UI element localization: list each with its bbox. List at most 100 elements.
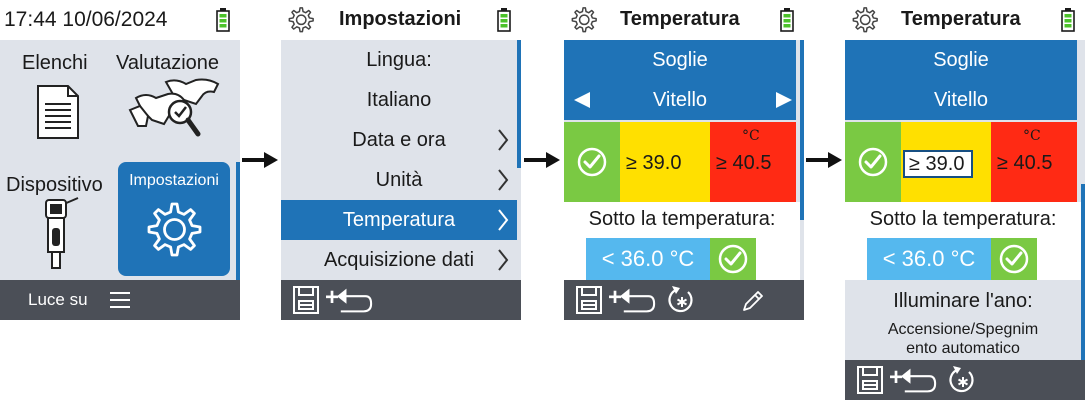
fever-threshold-value: ≥ 40.5 (997, 152, 1053, 174)
save-icon[interactable] (293, 286, 319, 314)
plus-sign: + (889, 364, 904, 391)
scrollbar[interactable] (800, 40, 804, 220)
low-temp-value[interactable]: < 36.0 °C (586, 238, 710, 280)
plus-sign: + (325, 284, 340, 311)
threshold-band: ≥ 39.0 °C ≥ 40.5 (564, 122, 796, 202)
check-icon (858, 147, 888, 177)
menu-label: Lingua: (366, 49, 432, 71)
low-temp-check (710, 238, 756, 280)
warning-threshold-edit[interactable]: ≥ 39.0 (903, 150, 973, 178)
menu-item-unita[interactable]: Unità (281, 160, 517, 200)
footer-bar: + (564, 280, 804, 320)
arrow-left-icon[interactable] (574, 92, 590, 108)
temperature-panel: Soglie Vitello ≥ 39.0 °C ≥ 40.5 Sotto la… (564, 40, 804, 280)
scrollbar[interactable] (236, 162, 240, 280)
normal-zone (564, 122, 620, 202)
menu-label: Italiano (366, 89, 432, 111)
chevron-right-icon (498, 249, 508, 271)
low-temp-value[interactable]: < 36.0 °C (867, 238, 991, 280)
animal-selector[interactable]: Vitello (845, 80, 1077, 120)
battery-icon (1061, 8, 1075, 32)
footer-bar: Luce su (0, 280, 240, 320)
menu-label: Temperatura (342, 209, 456, 231)
chevron-right-icon (498, 129, 508, 151)
low-temp-label: Sotto la temperatura: (588, 208, 776, 230)
datetime: 17:44 10/06/2024 (4, 8, 168, 31)
menu-item-temperatura[interactable]: Temperatura (281, 200, 517, 240)
thresholds-header: Soglie (564, 40, 796, 80)
arrow-right-icon[interactable] (776, 92, 792, 108)
check-icon (718, 244, 748, 274)
check-icon (999, 244, 1029, 274)
cow-search-icon (128, 78, 220, 137)
chevron-right-icon (498, 169, 508, 191)
tile-impostazioni-label: Impostazioni (129, 172, 219, 189)
back-icon[interactable] (620, 286, 656, 314)
illumination-label: Illuminare l'ano: (893, 290, 1033, 312)
menu-label: Acquisizione dati (323, 249, 475, 271)
menu-item-italiano[interactable]: Italiano (281, 80, 517, 120)
menu-item-acquisizione[interactable]: Acquisizione dati (281, 240, 517, 280)
tile-impostazioni[interactable]: Impostazioni (118, 162, 230, 276)
flow-arrow-icon (806, 152, 842, 168)
unit-label: °C (1023, 128, 1041, 144)
back-icon[interactable] (337, 286, 373, 314)
gear-icon (852, 7, 878, 33)
scrollbar[interactable] (517, 40, 521, 168)
settings-menu: Lingua: Italiano Data e ora Unità Temper… (281, 40, 521, 280)
warning-zone[interactable]: ≥ 39.0 (901, 122, 991, 202)
save-icon[interactable] (857, 366, 883, 394)
home-grid: Elenchi Valutazione (0, 40, 240, 280)
unit-label: °C (742, 128, 760, 144)
page-title: Impostazioni (339, 8, 462, 30)
status-bar: 17:44 10/06/2024 (0, 0, 240, 40)
back-icon[interactable] (901, 366, 937, 394)
temperature-panel: Soglie Vitello ≥ 39.0 °C ≥ 40.5 Sotto la… (845, 40, 1085, 360)
device-icon (45, 197, 79, 269)
thresholds-header: Soglie (845, 40, 1077, 80)
scrollbar[interactable] (1081, 184, 1085, 360)
save-icon[interactable] (576, 286, 602, 314)
tile-elenchi-label: Elenchi (22, 52, 88, 74)
battery-icon (216, 8, 230, 32)
low-temp-check (991, 238, 1037, 280)
warning-zone[interactable]: ≥ 39.0 (620, 122, 710, 202)
settings-gear-icon (147, 202, 202, 257)
low-temp-label: Sotto la temperatura: (869, 208, 1057, 230)
footer-bar: + (845, 360, 1085, 400)
title-bar: Temperatura (564, 0, 804, 40)
flow-arrow-icon (242, 152, 278, 168)
menu-item-lingua: Lingua: (281, 40, 517, 80)
animal-label: Vitello (933, 89, 989, 111)
tile-dispositivo-label: Dispositivo (6, 174, 103, 196)
fever-zone[interactable]: °C ≥ 40.5 (991, 122, 1077, 202)
gear-icon (571, 7, 597, 33)
page-title: Temperatura (620, 8, 740, 30)
check-icon (577, 147, 607, 177)
page-title: Temperatura (901, 8, 1021, 30)
chevron-right-icon (498, 209, 508, 231)
battery-icon (780, 8, 794, 32)
light-on-button[interactable]: Luce su (28, 290, 88, 309)
warning-threshold-value: ≥ 39.0 (626, 152, 682, 174)
fever-threshold-value: ≥ 40.5 (716, 152, 772, 174)
footer-bar: + (281, 280, 521, 320)
illumination-value-2[interactable]: ento automatico (906, 340, 1020, 357)
battery-icon (497, 8, 511, 32)
plus-sign: + (608, 284, 623, 311)
hamburger-icon[interactable] (110, 291, 130, 309)
animal-selector[interactable]: Vitello (564, 80, 796, 120)
title-bar: Temperatura (845, 0, 1085, 40)
title-bar: Impostazioni (281, 0, 521, 40)
menu-label: Data e ora (352, 129, 446, 151)
gear-icon (288, 7, 314, 33)
normal-zone (845, 122, 901, 202)
illumination-value-1[interactable]: Accensione/Spegnim (887, 321, 1039, 338)
reset-icon[interactable] (668, 284, 698, 316)
flow-arrow-icon (524, 152, 560, 168)
menu-item-data-ora[interactable]: Data e ora (281, 120, 517, 160)
fever-zone[interactable]: °C ≥ 40.5 (710, 122, 796, 202)
warning-threshold-value: ≥ 39.0 (909, 153, 965, 175)
pencil-icon[interactable] (742, 290, 764, 312)
reset-icon[interactable] (949, 364, 979, 396)
